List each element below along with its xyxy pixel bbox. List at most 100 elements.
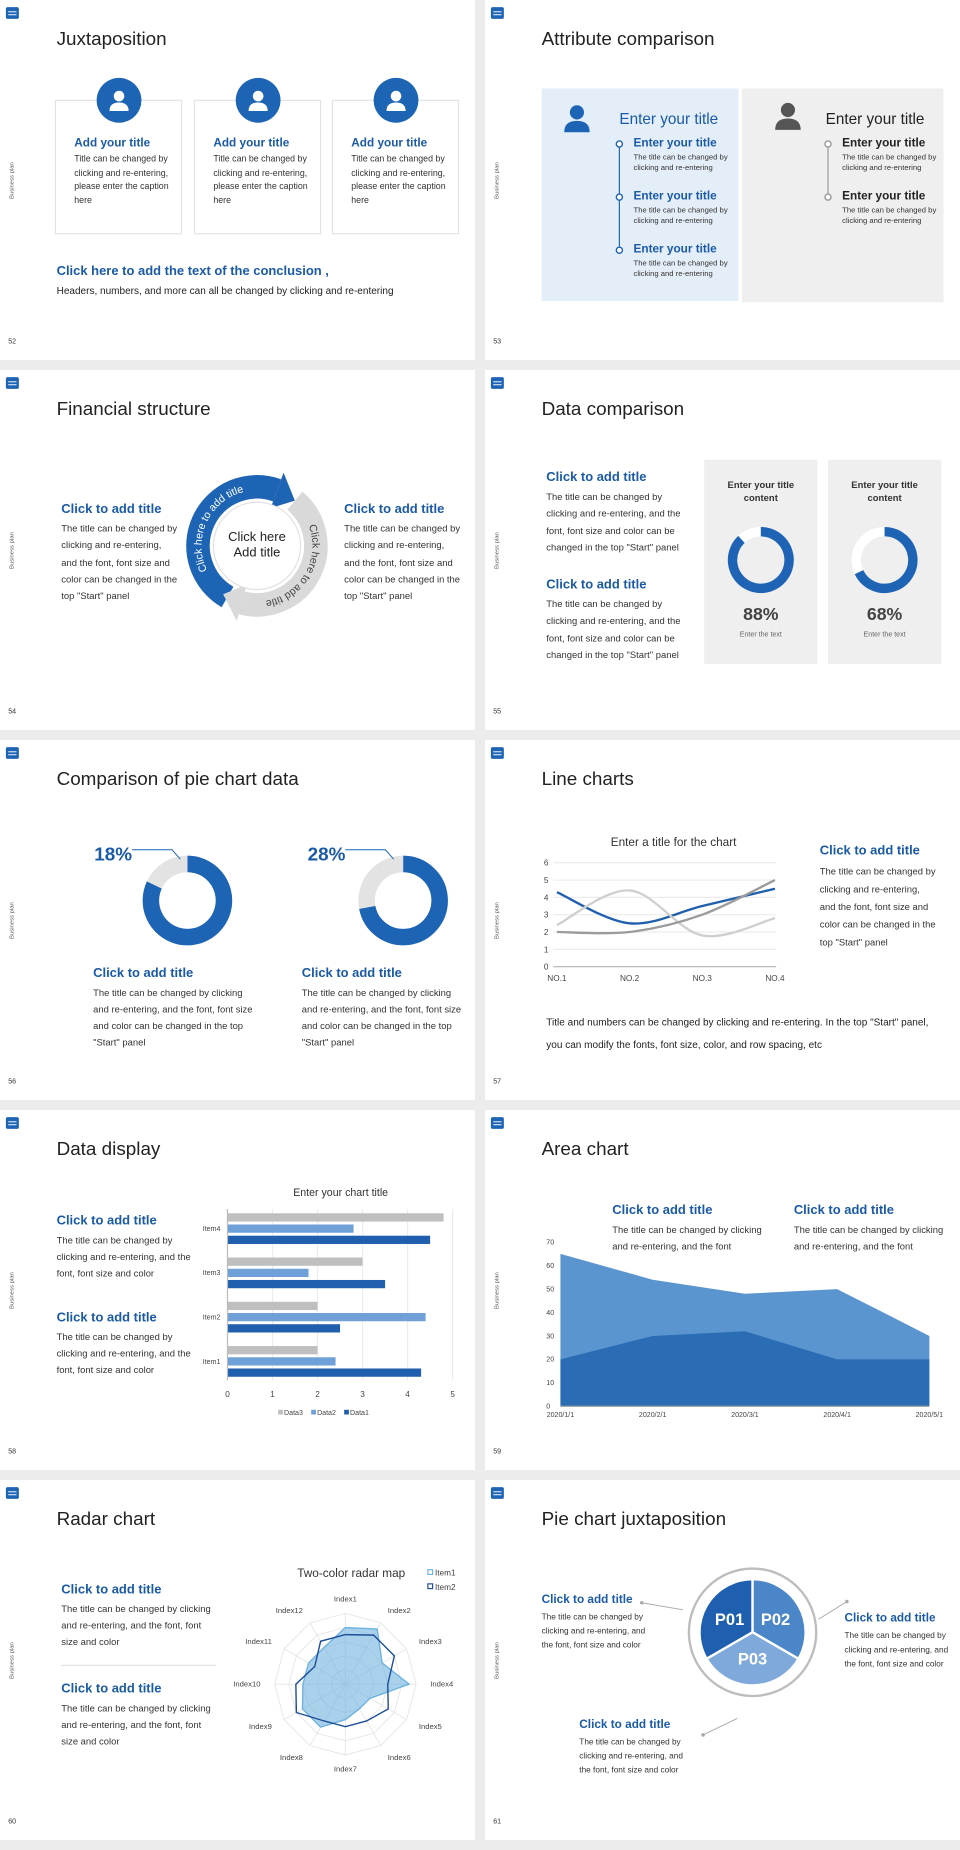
bar [227,1213,444,1222]
panel [741,88,944,303]
bar [227,1313,426,1322]
gauge-value: 68% [866,604,903,625]
slide-title: Comparison of pie chart data [56,769,299,790]
bar [227,1357,336,1366]
slide[interactable]: Business plan 56 Comparison of pie chart d… [0,740,476,1100]
page-number: 53 [493,338,502,346]
slide-title: Area chart [541,1139,629,1160]
icon-head [569,105,585,120]
timeline-dot [615,193,624,201]
block-text: The title can be changed by clicking and… [61,1603,211,1648]
y-tick-label: 2 [544,928,549,937]
icon-head [252,90,264,102]
axis-label: Index3 [419,1637,442,1646]
block-text: The title can be changed by clicking and… [844,1632,949,1669]
page-number: 55 [493,708,502,716]
cycle-arrow [223,584,247,622]
item-title: Enter your title [842,136,926,150]
slide-graphics [490,7,944,303]
icon-head [113,90,125,102]
legend-label: Item1 [435,1569,456,1578]
donut-label: 18% [94,845,133,866]
note: Title and numbers can be changed by clic… [546,1016,929,1051]
slide-graphics [5,747,448,946]
slide[interactable]: Enter a title for the chart 0 1 2 3 4 5 6 NO.1 NO… [485,740,960,1100]
axis-label: Index7 [334,1765,357,1774]
item-title: Enter your title [633,190,717,204]
outer-ring [687,1567,818,1698]
icon-body [564,120,590,133]
page-number: 57 [493,1078,502,1086]
x-tick-label: 2020/4/1 [823,1412,851,1419]
legend-swatch [427,1583,434,1590]
slide[interactable]: Business plan 55 Data comparison Click to a… [485,370,960,730]
bar [227,1368,422,1377]
slide[interactable]: 0 10 20 30 40 50 60 70 2020/1/1 2020/2/1 2020/3/1 2… [485,1110,960,1470]
slide[interactable]: Enter your chart title 0 1 2 3 4 5 Item1 Item2 It… [0,1110,476,1470]
radar-area [295,1633,396,1728]
x-tick-label: 3 [360,1390,365,1399]
item-text: The title can be changed by clicking and… [842,206,937,226]
logo [5,7,19,19]
block-title: Click to add title [56,1310,157,1325]
side-label: Business plan [493,1642,501,1679]
logo [5,747,19,759]
x-tick-label: 2020/2/1 [639,1412,667,1419]
y-tick-label: Item3 [203,1270,221,1277]
logo [5,1487,19,1499]
legend-label: Data1 [350,1410,369,1417]
item-title: Enter your title [633,136,717,150]
slide[interactable]: Click here to add title Click here to add… [0,370,476,730]
cycle-center [212,501,302,591]
x-tick-label: 2020/3/1 [731,1412,759,1419]
gauge-caption: Enter the text [739,632,782,640]
slide[interactable]: Business plan 53 Attribute comparison Enter… [485,0,960,360]
panel [704,459,818,664]
block-title: Click to add title [61,1582,162,1597]
bar [227,1279,386,1289]
slide[interactable]: Business plan 52 Juxtaposition Add your tit… [0,0,476,360]
legend-label: Data2 [317,1410,336,1417]
gauge-caption: Enter the text [863,632,906,640]
y-tick-label: 0 [544,963,549,972]
item-text: The title can be changed by clicking and… [633,206,728,226]
block-title: Click to add title [546,470,647,485]
cycle-center-text: Click here Add title [228,530,286,561]
axis-label: Index9 [249,1722,272,1731]
logo [490,1487,504,1499]
gauge-arc [854,526,918,594]
block-title: Click to add title [344,502,445,517]
line [556,878,776,935]
y-tick-label: 40 [546,1310,554,1317]
leader-line [818,1601,848,1620]
y-tick-label: 30 [546,1333,554,1340]
logo [5,1117,19,1129]
slide[interactable]: Two-color radar map Index1 Index2 Index3 Ind… [0,1480,476,1840]
slide[interactable]: P01 P02 P03 Business plan 61 Pie chart juxtap… [485,1480,960,1840]
donut-label: 28% [307,845,346,866]
bar [227,1346,318,1355]
side-label: Business plan [493,1272,501,1309]
block-text: The title can be changed by clicking and… [793,1224,944,1252]
x-tick-label: 4 [405,1390,410,1399]
line [556,889,776,938]
side-label: Business plan [8,162,16,199]
bar [227,1224,354,1233]
axis-label: Index2 [388,1606,411,1615]
sector-label: P01 [715,1611,744,1629]
y-tick-label: 10 [546,1380,554,1387]
gauge-arc [727,526,794,594]
timeline-dot [615,140,624,148]
block-title: Click to add title [301,966,402,981]
side-label: Business plan [8,532,16,569]
side-label: Business plan [8,902,16,939]
chart-title: Enter your chart title [293,1187,388,1199]
item-text: The title can be changed by clicking and… [842,153,937,173]
x-tick-label: 5 [450,1390,455,1399]
donut-rest [359,855,448,946]
radar-area [301,1626,411,1728]
cycle-arc [238,491,328,617]
card-title: Add your title [74,136,151,150]
